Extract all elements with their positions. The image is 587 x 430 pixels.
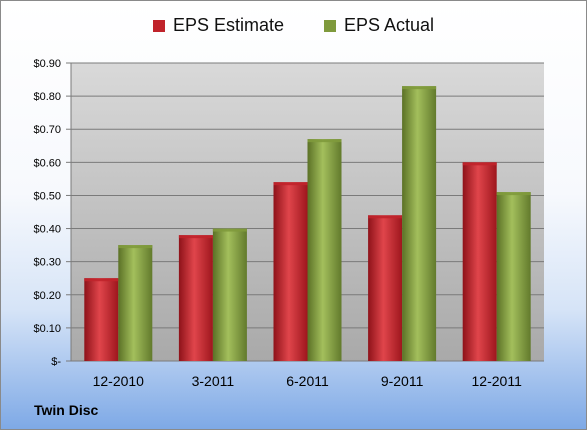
bar-eps-actual-top: [307, 139, 342, 143]
bar-eps-estimate-top: [462, 162, 497, 166]
bar-eps-actual-top: [496, 192, 531, 196]
bar-eps-estimate: [178, 235, 213, 361]
y-tick-label: $0.40: [33, 224, 61, 236]
y-tick-label: $0.30: [33, 257, 61, 269]
legend-label-actual: EPS Actual: [343, 15, 435, 35]
legend-swatch-estimate: [152, 19, 165, 32]
bar-eps-estimate-top: [178, 235, 213, 239]
x-tick-label: 12-2010: [93, 373, 145, 389]
y-tick-label: $0.60: [33, 157, 61, 169]
bar-eps-estimate-top: [273, 182, 308, 186]
bar-eps-actual: [212, 228, 247, 361]
legend: EPS Estimate EPS Actual: [1, 15, 586, 36]
bar-eps-estimate: [368, 215, 403, 361]
y-tick-label: $0.70: [33, 124, 61, 136]
y-tick-label: $0.10: [33, 323, 61, 335]
bar-eps-estimate: [462, 162, 497, 361]
x-tick-label: 9-2011: [381, 373, 424, 389]
y-tick-label: $0.20: [33, 290, 61, 302]
bar-eps-estimate-top: [84, 278, 119, 282]
y-tick-label: $0.90: [33, 58, 61, 70]
company-name: Twin Disc: [34, 402, 99, 418]
bar-eps-actual-top: [212, 228, 247, 232]
bar-eps-estimate-top: [368, 215, 403, 219]
bar-eps-actual-top: [118, 245, 153, 249]
bar-eps-actual: [118, 245, 153, 361]
bar-eps-actual: [402, 86, 437, 361]
bar-eps-estimate: [84, 278, 119, 361]
x-tick-label: 6-2011: [286, 373, 329, 389]
y-tick-label: $0.50: [33, 190, 61, 202]
legend-label-estimate: EPS Estimate: [172, 15, 284, 35]
bar-eps-actual: [307, 139, 342, 361]
legend-swatch-actual: [323, 19, 336, 32]
bar-eps-estimate: [273, 182, 308, 361]
x-tick-label: 12-2011: [472, 373, 523, 389]
legend-item-actual: EPS Actual: [323, 15, 435, 36]
y-tick-label: $0.80: [33, 91, 61, 103]
bar-eps-actual: [496, 192, 531, 361]
y-tick-label: $-: [51, 356, 61, 368]
bar-eps-actual-top: [402, 86, 437, 90]
x-tick-label: 3-2011: [192, 373, 235, 389]
legend-item-estimate: EPS Estimate: [152, 15, 284, 36]
